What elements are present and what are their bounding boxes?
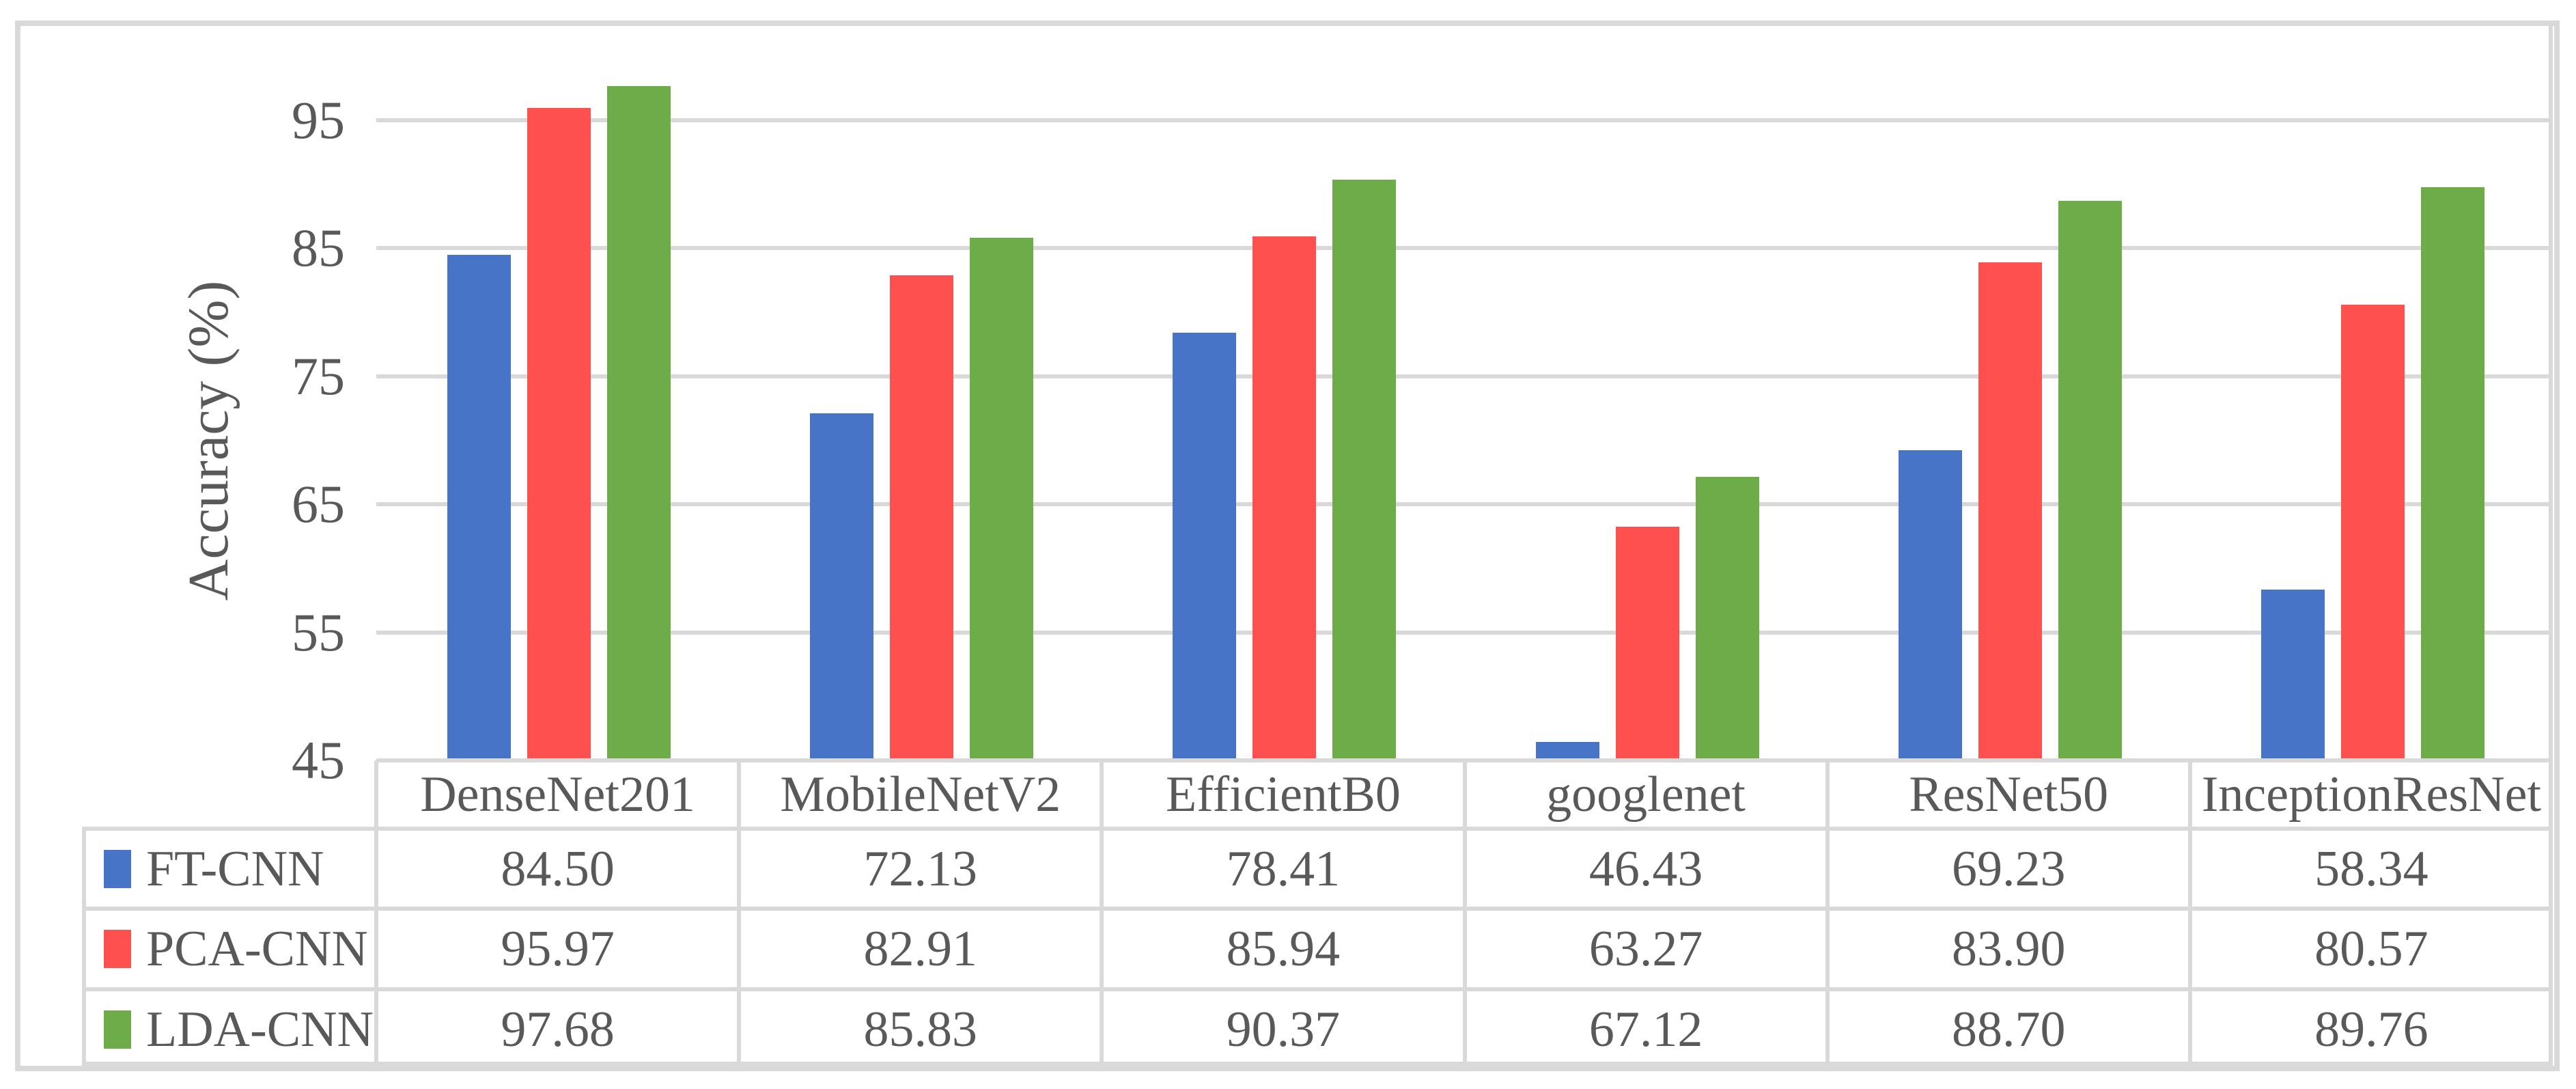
gridline-85 [376, 246, 2553, 251]
table-bottom-line [82, 1062, 2553, 1066]
table-value-LDA-CNN-DenseNet201: 97.68 [501, 1001, 615, 1058]
table-header-ResNet50: ResNet50 [1909, 767, 2109, 823]
table-value-PCA-CNN-InceptionResNet: 80.57 [2314, 921, 2428, 977]
bar-LDA-CNN-DenseNet201 [607, 85, 671, 760]
table-value-LDA-CNN-ResNet50: 88.70 [1951, 1001, 2066, 1058]
table-value-PCA-CNN-DenseNet201: 95.97 [501, 921, 615, 977]
table-value-LDA-CNN-EfficientB0: 90.37 [1226, 1001, 1341, 1058]
legend-swatch-LDA-CNN [104, 1010, 131, 1049]
table-column-divider-3 [1462, 760, 1467, 1062]
bar-LDA-CNN-ResNet50 [2058, 201, 2122, 760]
bar-PCA-CNN-ResNet50 [1978, 262, 2042, 760]
table-value-PCA-CNN-EfficientB0: 85.94 [1226, 921, 1341, 977]
table-value-PCA-CNN-googlenet: 63.27 [1588, 921, 1703, 977]
bar-FT-CNN-InceptionResNet [2260, 590, 2325, 760]
gridline-95 [376, 118, 2553, 122]
bar-PCA-CNN-googlenet [1615, 526, 1679, 760]
legend-swatch-FT-CNN [104, 849, 131, 888]
table-left-border [82, 829, 86, 1062]
bar-PCA-CNN-InceptionResNet [2340, 305, 2405, 760]
table-value-LDA-CNN-InceptionResNet: 89.76 [2314, 1001, 2428, 1058]
bar-LDA-CNN-googlenet [1695, 477, 1759, 760]
bar-LDA-CNN-MobileNetV2 [970, 237, 1034, 760]
legend-label-FT-CNN: FT-CNN [146, 840, 324, 897]
table-value-PCA-CNN-ResNet50: 83.90 [1951, 921, 2066, 977]
bar-PCA-CNN-MobileNetV2 [890, 275, 954, 760]
y-tick-label-85: 85 [292, 218, 345, 278]
legend-label-LDA-CNN: LDA-CNN [146, 1001, 374, 1058]
table-row-divider-1 [82, 907, 2553, 911]
legend-swatch-PCA-CNN [104, 930, 131, 968]
y-axis-title: Accuracy (%) [177, 280, 240, 601]
table-column-divider-2 [1100, 760, 1104, 1062]
y-tick-label-65: 65 [292, 474, 345, 534]
bar-PCA-CNN-DenseNet201 [527, 107, 591, 760]
table-column-divider-4 [1825, 760, 1830, 1062]
bar-FT-CNN-DenseNet201 [447, 254, 511, 760]
bar-FT-CNN-EfficientB0 [1173, 332, 1237, 760]
table-value-FT-CNN-ResNet50: 69.23 [1951, 840, 2066, 897]
legend-label-PCA-CNN: PCA-CNN [146, 921, 368, 977]
table-value-FT-CNN-MobileNetV2: 72.13 [863, 840, 977, 897]
table-value-FT-CNN-EfficientB0: 78.41 [1226, 840, 1341, 897]
table-header-MobileNetV2: MobileNetV2 [780, 767, 1061, 823]
table-row-divider-2 [82, 987, 2553, 991]
bar-LDA-CNN-EfficientB0 [1332, 179, 1397, 760]
table-column-divider-0 [374, 760, 378, 1062]
bar-FT-CNN-googlenet [1535, 742, 1599, 760]
table-column-divider-5 [2187, 760, 2192, 1062]
plot-right-border [2549, 26, 2553, 1062]
gridline-65 [376, 502, 2553, 507]
bar-FT-CNN-ResNet50 [1898, 450, 1962, 760]
gridline-55 [376, 630, 2553, 635]
table-header-EfficientB0: EfficientB0 [1165, 767, 1401, 823]
table-value-FT-CNN-DenseNet201: 84.50 [501, 840, 615, 897]
table-value-PCA-CNN-MobileNetV2: 82.91 [863, 921, 977, 977]
table-header-DenseNet201: DenseNet201 [420, 767, 695, 823]
y-tick-label-95: 95 [292, 90, 345, 150]
table-header-bottom-line [82, 827, 2553, 831]
y-tick-label-75: 75 [292, 346, 345, 406]
gridline-75 [376, 374, 2553, 378]
table-column-divider-1 [737, 760, 742, 1062]
table-value-FT-CNN-googlenet: 46.43 [1588, 840, 1703, 897]
table-value-FT-CNN-InceptionResNet: 58.34 [2314, 840, 2428, 897]
y-tick-label-45: 45 [292, 730, 345, 790]
table-value-LDA-CNN-googlenet: 67.12 [1588, 1001, 1703, 1058]
chart-border [15, 20, 2560, 1071]
bar-PCA-CNN-EfficientB0 [1252, 236, 1317, 760]
table-header-googlenet: googlenet [1546, 767, 1746, 823]
bar-FT-CNN-MobileNetV2 [810, 413, 874, 760]
table-header-InceptionResNet: InceptionResNet [2201, 767, 2542, 823]
table-value-LDA-CNN-MobileNetV2: 85.83 [863, 1001, 977, 1058]
bar-LDA-CNN-InceptionResNet [2420, 187, 2484, 760]
y-tick-label-55: 55 [292, 602, 345, 662]
